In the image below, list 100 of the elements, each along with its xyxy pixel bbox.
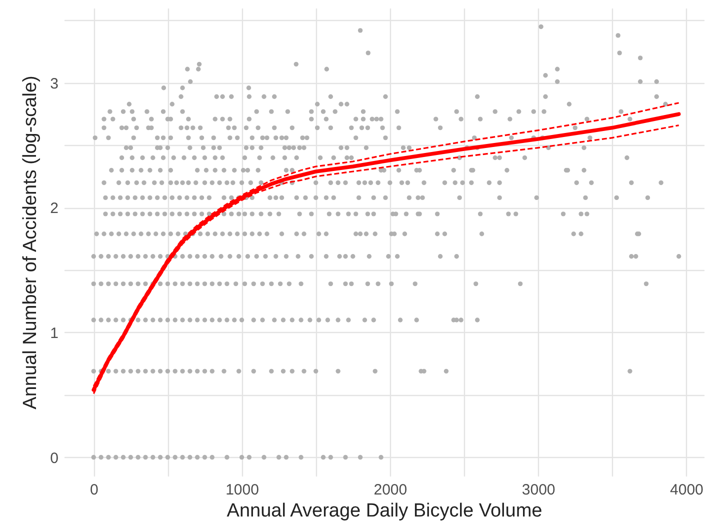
point [182, 155, 186, 160]
point [362, 318, 368, 322]
point [184, 212, 190, 216]
point [258, 145, 264, 150]
point [202, 155, 208, 160]
point [162, 212, 168, 216]
point [582, 145, 586, 150]
point [98, 318, 104, 322]
point [224, 454, 230, 460]
point [629, 254, 634, 259]
point [118, 212, 123, 216]
point [538, 24, 544, 30]
point [332, 109, 338, 114]
point [138, 232, 144, 236]
point [400, 145, 406, 150]
point [184, 125, 190, 130]
point [320, 109, 326, 114]
point [210, 281, 214, 286]
point [442, 232, 448, 236]
point [372, 368, 378, 374]
point [180, 318, 185, 322]
point [297, 212, 302, 216]
point [343, 281, 348, 286]
point [354, 135, 358, 140]
point [479, 232, 484, 236]
point [371, 195, 376, 200]
point [206, 195, 212, 200]
point [198, 232, 203, 236]
point [143, 368, 148, 374]
point [318, 155, 323, 160]
point [274, 135, 278, 140]
point [309, 109, 314, 114]
point [91, 281, 96, 286]
point [202, 368, 208, 374]
point [180, 281, 185, 286]
point [210, 454, 214, 460]
point [294, 232, 299, 236]
point [378, 454, 384, 460]
point [192, 195, 197, 200]
point [309, 116, 314, 122]
point [309, 254, 314, 259]
point [102, 180, 106, 186]
point [290, 125, 294, 130]
point [194, 454, 200, 460]
point [478, 116, 483, 122]
point [531, 109, 536, 114]
point [114, 254, 118, 259]
point [294, 62, 298, 66]
point [188, 254, 192, 259]
point [210, 254, 214, 259]
point [358, 232, 363, 236]
point [516, 109, 522, 114]
point [246, 94, 252, 99]
point [106, 454, 111, 460]
point [260, 281, 265, 286]
point [406, 195, 412, 200]
point [314, 125, 320, 130]
point [344, 145, 350, 150]
point [248, 180, 254, 186]
point [136, 454, 140, 460]
point [185, 66, 190, 72]
point [320, 454, 326, 460]
point [130, 168, 134, 173]
point [338, 102, 344, 106]
point [412, 281, 418, 286]
point [128, 145, 134, 150]
point [328, 281, 334, 286]
point [106, 254, 111, 259]
point [504, 168, 510, 173]
point [360, 109, 366, 114]
point [454, 109, 459, 114]
point [228, 254, 232, 259]
point [285, 109, 290, 114]
point [114, 368, 118, 374]
point [336, 212, 340, 216]
point [165, 281, 170, 286]
point [250, 145, 254, 150]
point [240, 168, 246, 173]
point [130, 155, 134, 160]
point [132, 195, 138, 200]
point [178, 125, 184, 130]
point [414, 318, 419, 322]
point [644, 281, 649, 286]
point [497, 195, 502, 200]
point [210, 368, 214, 374]
point [356, 180, 362, 186]
point [364, 232, 369, 236]
point [331, 195, 336, 200]
point [234, 232, 240, 236]
point [222, 212, 226, 216]
point [102, 116, 106, 122]
point [158, 368, 163, 374]
point [286, 281, 292, 286]
point [180, 368, 185, 374]
point [262, 94, 266, 99]
point [102, 232, 106, 236]
point [250, 135, 254, 140]
point [160, 232, 166, 236]
point [290, 368, 294, 374]
point [454, 254, 459, 259]
